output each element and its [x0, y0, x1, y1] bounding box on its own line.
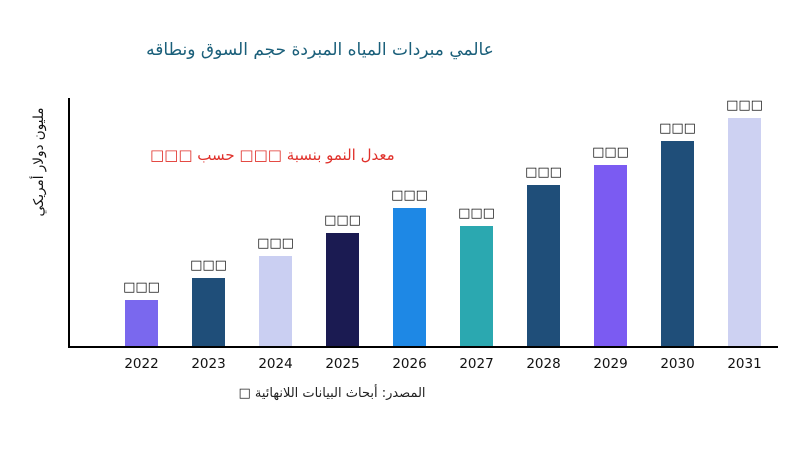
bar-2022	[125, 300, 158, 346]
bar-group-2026: □□□ 2026	[376, 98, 443, 372]
bar-group-2031: □□□ 2031	[711, 98, 778, 372]
x-tick-2028: 2028	[526, 356, 561, 372]
bar-2031	[728, 118, 761, 346]
x-tick-2026: 2026	[392, 356, 427, 372]
bar-2023	[192, 278, 225, 346]
x-tick-2023: 2023	[191, 356, 226, 372]
x-tick-2031: 2031	[727, 356, 762, 372]
bar-group-2023: □□□ 2023	[175, 98, 242, 372]
y-axis-label: مليون دولار أمريكي	[31, 107, 47, 217]
plot-area: □□□ 2022 □□□ 2023 □□□ 2024 □□□ 2025 □□□ 2026 □□□ 20…	[68, 98, 778, 372]
bar-group-2027: □□□ 2027	[443, 98, 510, 372]
bar-value-label-2029: □□□	[592, 145, 629, 160]
bar-2024	[259, 256, 292, 346]
x-tick-2024: 2024	[258, 356, 293, 372]
chart-title: عالمي مبردات المياه المبردة حجم السوق ون…	[146, 40, 494, 60]
bar-value-label-2031: □□□	[726, 98, 763, 113]
bar-group-2025: □□□ 2025	[309, 98, 376, 372]
bar-value-label-2025: □□□	[324, 213, 361, 228]
bar-group-2024: □□□ 2024	[242, 98, 309, 372]
bar-2026	[393, 208, 426, 346]
bar-2025	[326, 233, 359, 346]
x-tick-2029: 2029	[593, 356, 628, 372]
growth-rate-annotation: معدل النمو بنسبة □□□ حسب □□□	[150, 146, 395, 164]
bar-value-label-2027: □□□	[458, 206, 495, 221]
source-caption: المصدر: أبحاث البيانات اللانهائية □	[238, 386, 426, 401]
bar-value-label-2022: □□□	[123, 280, 160, 295]
bar-group-2022: □□□ 2022	[108, 98, 175, 372]
bar-value-label-2024: □□□	[257, 236, 294, 251]
bar-2027	[460, 226, 493, 346]
bar-value-label-2028: □□□	[525, 165, 562, 180]
bar-value-label-2030: □□□	[659, 121, 696, 136]
x-tick-2022: 2022	[124, 356, 159, 372]
bar-value-label-2023: □□□	[190, 258, 227, 273]
bar-2029	[594, 165, 627, 346]
bar-2030	[661, 141, 694, 346]
x-tick-2027: 2027	[459, 356, 494, 372]
bar-2028	[527, 185, 560, 346]
x-tick-2025: 2025	[325, 356, 360, 372]
bar-group-2030: □□□ 2030	[644, 98, 711, 372]
bar-group-2028: □□□ 2028	[510, 98, 577, 372]
bar-value-label-2026: □□□	[391, 188, 428, 203]
bar-group-2029: □□□ 2029	[577, 98, 644, 372]
x-tick-2030: 2030	[660, 356, 695, 372]
